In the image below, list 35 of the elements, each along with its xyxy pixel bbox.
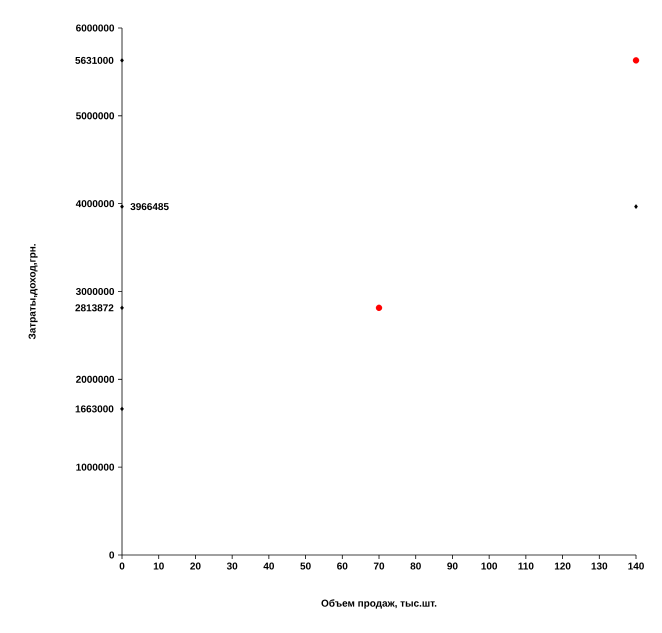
x-tick-label: 120 — [554, 562, 570, 570]
point — [120, 305, 124, 310]
x-tick-label: 10 — [154, 562, 164, 570]
y-tick-label: 5000000 — [76, 112, 114, 120]
x-tick-label: 60 — [337, 562, 348, 570]
y-tick-label: 0 — [109, 551, 114, 559]
y-tick-label: 1000000 — [76, 464, 114, 471]
point — [376, 304, 382, 312]
x-tick-label: 100 — [481, 562, 498, 570]
point — [632, 57, 640, 64]
y-tick-label: 2000000 — [76, 376, 114, 383]
point — [120, 204, 124, 209]
x-tick-label: 80 — [410, 562, 421, 570]
point — [120, 406, 124, 412]
data-label: 1663000 — [76, 405, 114, 412]
x-axis-title: Объем продаж, тыс.шт. — [321, 599, 436, 609]
x-tick-label: 130 — [592, 562, 608, 570]
x-tick-label: 0 — [120, 562, 124, 570]
y-tick-label: 6000000 — [76, 24, 114, 32]
point — [120, 58, 124, 63]
data-label: 2813872 — [75, 304, 114, 312]
x-tick-label: 140 — [628, 562, 644, 570]
y-tick-label: 4000000 — [76, 200, 114, 208]
x-tick-label: 110 — [518, 562, 534, 570]
x-tick-label: 20 — [190, 562, 201, 570]
data-label: 3966485 — [130, 203, 169, 210]
data-label: 5631000 — [75, 56, 114, 64]
x-tick-label: 70 — [374, 562, 384, 570]
x-tick-label: 30 — [226, 562, 238, 570]
point — [634, 204, 638, 209]
x-tick-label: 90 — [447, 562, 458, 570]
x-tick-label: 50 — [300, 562, 311, 570]
y-tick-label: 3000000 — [76, 288, 114, 296]
x-tick-label: 40 — [263, 562, 274, 570]
y-axis-title: Затраты,доход,грн. — [28, 244, 38, 340]
